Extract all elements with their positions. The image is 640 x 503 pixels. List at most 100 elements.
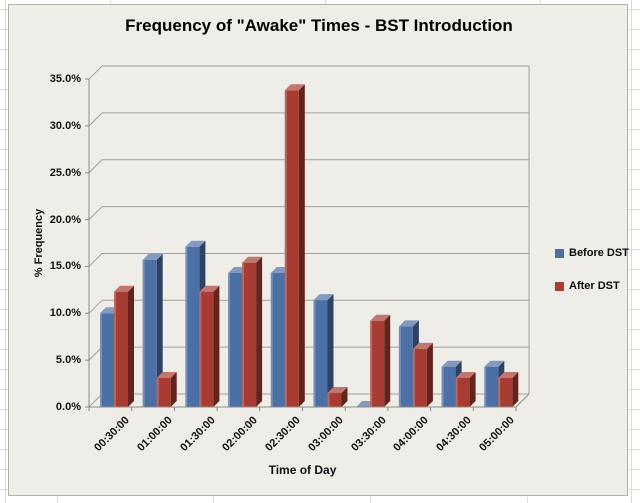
bar-before-dst-01:30:00-top	[185, 240, 206, 247]
bar-before-dst-02:00:00-highlight	[228, 273, 231, 407]
bar-after-dst-00:30:00-top	[114, 285, 134, 292]
legend-swatch-after-dst-icon	[555, 281, 564, 291]
bar-after-dst-01:30:00-highlight	[199, 291, 202, 407]
bar-after-dst-04:30:00-top	[455, 371, 476, 378]
bar-before-dst-02:00:00	[228, 273, 243, 407]
bar-after-dst-00:30:00-highlight	[114, 291, 116, 407]
sheet-gridline-bottom-4	[527, 497, 528, 503]
bar-before-dst-03:00:00-top	[313, 294, 334, 301]
bar-after-dst-00:30:00-side	[128, 285, 134, 407]
bar-before-dst-04:30:00	[441, 366, 456, 407]
plot-area	[85, 65, 530, 411]
sheet-gridline-top-2	[325, 0, 326, 4]
legend-item-after-dst: After DST	[555, 280, 629, 292]
bar-after-dst-01:30:00	[199, 291, 214, 407]
bar-after-dst-03:30:00-highlight	[370, 320, 373, 407]
gridline-diagonal	[88, 112, 103, 127]
gridline-diagonal	[88, 253, 103, 267]
bar-after-dst-04:00:00-side	[426, 342, 433, 407]
bar-after-dst-03:00:00-top	[327, 386, 348, 393]
legend-item-before-dst: Before DST	[555, 247, 629, 259]
bar-after-dst-01:30:00-side	[213, 285, 220, 407]
bar-after-dst-02:30:00-highlight	[284, 90, 287, 407]
y-tick-label: 5.0%	[55, 354, 81, 367]
y-tick-label: 25.0%	[49, 166, 81, 179]
gridline-diagonal	[88, 65, 103, 80]
bar-after-dst-03:00:00-side	[341, 386, 348, 407]
x-axis-title: Time of Day	[268, 463, 337, 477]
sheet-gridline-bottom-1	[57, 497, 58, 503]
bar-after-dst-04:30:00-side	[469, 371, 476, 407]
bar-after-dst-02:00:00-highlight	[242, 262, 245, 407]
bar-before-dst-02:30:00-highlight	[270, 273, 273, 407]
bar-before-dst-04:30:00-top	[441, 360, 462, 367]
floor-right-edge	[515, 393, 530, 408]
bar-before-dst-04:00:00-top	[398, 320, 419, 327]
bar-before-dst-03:00:00-highlight	[313, 300, 316, 407]
bar-before-dst-04:30:00-highlight	[441, 366, 444, 407]
legend-label-after-dst: After DST	[569, 280, 620, 292]
bar-after-dst-03:30:00	[370, 320, 385, 407]
bar-before-dst-04:00:00	[398, 326, 413, 407]
gridline-diagonal	[88, 159, 103, 174]
y-tick-label: 20.0%	[49, 213, 81, 226]
bar-before-dst-03:00:00	[313, 300, 328, 407]
bar-after-dst-05:00:00-top	[498, 371, 519, 378]
bar-before-dst-01:00:00	[142, 259, 157, 407]
bar-after-dst-02:00:00-side	[256, 256, 263, 407]
bar-after-dst-03:00:00-highlight	[327, 392, 330, 407]
bar-after-dst-02:30:00-top	[284, 84, 305, 91]
bar-after-dst-02:30:00	[284, 90, 299, 407]
y-tick-label: 15.0%	[49, 260, 81, 273]
bar-after-dst-01:00:00	[156, 377, 171, 407]
sheet-gridline-left	[5, 0, 6, 503]
sheet-gridline-top-1	[110, 0, 111, 4]
bar-after-dst-02:30:00-side	[298, 84, 305, 407]
bar-before-dst-00:30:00	[100, 313, 114, 407]
bar-before-dst-01:00:00-highlight	[142, 259, 145, 407]
bar-before-dst-01:30:00-highlight	[185, 246, 188, 407]
bar-after-dst-04:00:00-highlight	[412, 348, 415, 407]
bar-after-dst-02:00:00-top	[242, 256, 263, 263]
bar-before-dst-05:00:00	[484, 366, 499, 407]
bar-after-dst-05:00:00-side	[512, 371, 519, 407]
bar-after-dst-01:00:00-side	[170, 371, 177, 407]
chart-panel: Frequency of "Awake" Times - BST Introdu…	[8, 4, 629, 496]
bar-after-dst-04:30:00	[455, 377, 470, 407]
legend-swatch-before-dst-icon	[555, 248, 564, 258]
sheet-gridline-top-3	[540, 0, 541, 4]
bar-after-dst-04:00:00	[412, 348, 427, 407]
bar-after-dst-03:30:00-top	[370, 314, 391, 321]
bar-after-dst-05:00:00-highlight	[498, 377, 501, 407]
bar-after-dst-05:00:00	[498, 377, 513, 407]
sheet-gridline-bottom-3	[370, 497, 371, 503]
chart-title: Frequency of "Awake" Times - BST Introdu…	[125, 16, 513, 35]
bar-before-dst-05:00:00-top	[484, 360, 505, 367]
bar-before-dst-04:00:00-highlight	[398, 326, 401, 407]
bar-after-dst-01:00:00-highlight	[156, 377, 159, 407]
bar-before-dst-00:30:00-highlight	[100, 313, 102, 407]
gridline-diagonal	[88, 206, 103, 220]
bar-before-dst-02:30:00	[270, 273, 285, 407]
y-tick-label: 0.0%	[55, 401, 81, 413]
bar-after-dst-01:00:00-top	[156, 371, 177, 378]
bar-after-dst-02:00:00	[242, 262, 257, 407]
bar-after-dst-01:30:00-top	[199, 285, 220, 292]
bar-before-dst-05:00:00-highlight	[484, 366, 487, 407]
bar-before-dst-01:00:00-side	[156, 253, 163, 407]
gridline-diagonal	[88, 393, 103, 408]
bar-after-dst-00:30:00	[114, 291, 128, 407]
gridline-diagonal	[88, 299, 103, 314]
y-tick-label: 30.0%	[49, 119, 81, 132]
bar-after-dst-04:30:00-highlight	[455, 377, 458, 407]
legend-label-before-dst: Before DST	[569, 247, 629, 259]
gridline-diagonal	[88, 346, 103, 361]
bar-before-dst-01:30:00	[185, 246, 200, 407]
bar-after-dst-04:00:00-top	[412, 342, 433, 349]
sheet-gridline-right	[631, 0, 632, 503]
y-tick-label: 35.0%	[49, 73, 81, 86]
bar-after-dst-03:00:00	[327, 392, 342, 407]
bar-before-dst-01:00:00-top	[142, 253, 163, 260]
bar-before-dst-03:00:00-side	[327, 294, 334, 407]
legend: Before DST After DST	[555, 247, 629, 313]
